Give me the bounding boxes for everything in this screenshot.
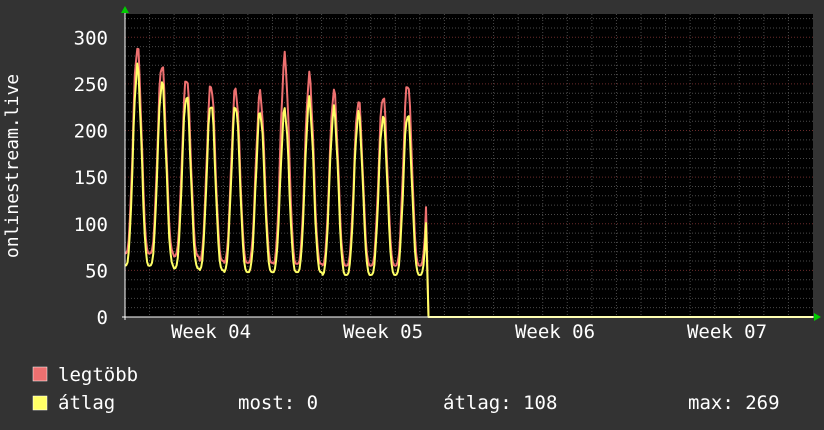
x-tick-label: Week 06	[515, 321, 595, 343]
x-tick-label: Week 05	[343, 321, 423, 343]
x-tick-label: Week 07	[687, 321, 767, 343]
y-tick-label: 100	[74, 214, 108, 236]
axes	[121, 6, 821, 321]
stat-current: most: 0	[238, 392, 318, 414]
legend: legtöbb átlag most: 0 átlag: 108 max: 26…	[32, 364, 780, 414]
legend-label-max: legtöbb	[58, 364, 138, 386]
stat-max: max: 269	[688, 392, 780, 414]
y-tick-label: 150	[74, 167, 108, 189]
y-tick-label: 250	[74, 74, 108, 96]
y-tick-label: 50	[85, 260, 108, 282]
legend-swatch-max	[32, 366, 48, 382]
stat-average: átlag: 108	[443, 392, 557, 414]
x-tick-labels: Week 04 Week 05 Week 06 Week 07	[171, 321, 767, 343]
y-tick-label: 300	[74, 27, 108, 49]
legend-swatch-avg	[32, 395, 48, 411]
y-tick-label: 200	[74, 121, 108, 143]
series-layer	[124, 47, 813, 318]
y-tick-label: 0	[97, 307, 108, 329]
x-axis-arrow-icon	[814, 313, 821, 321]
y-tick-labels: 0 50 100 150 200 250 300	[74, 27, 108, 329]
y-axis-arrow-icon	[121, 6, 129, 13]
legend-label-avg: átlag	[58, 392, 115, 414]
y-axis-label: onlinestream.live	[2, 74, 23, 258]
series-line-avg	[124, 62, 813, 318]
x-tick-label: Week 04	[171, 321, 251, 343]
